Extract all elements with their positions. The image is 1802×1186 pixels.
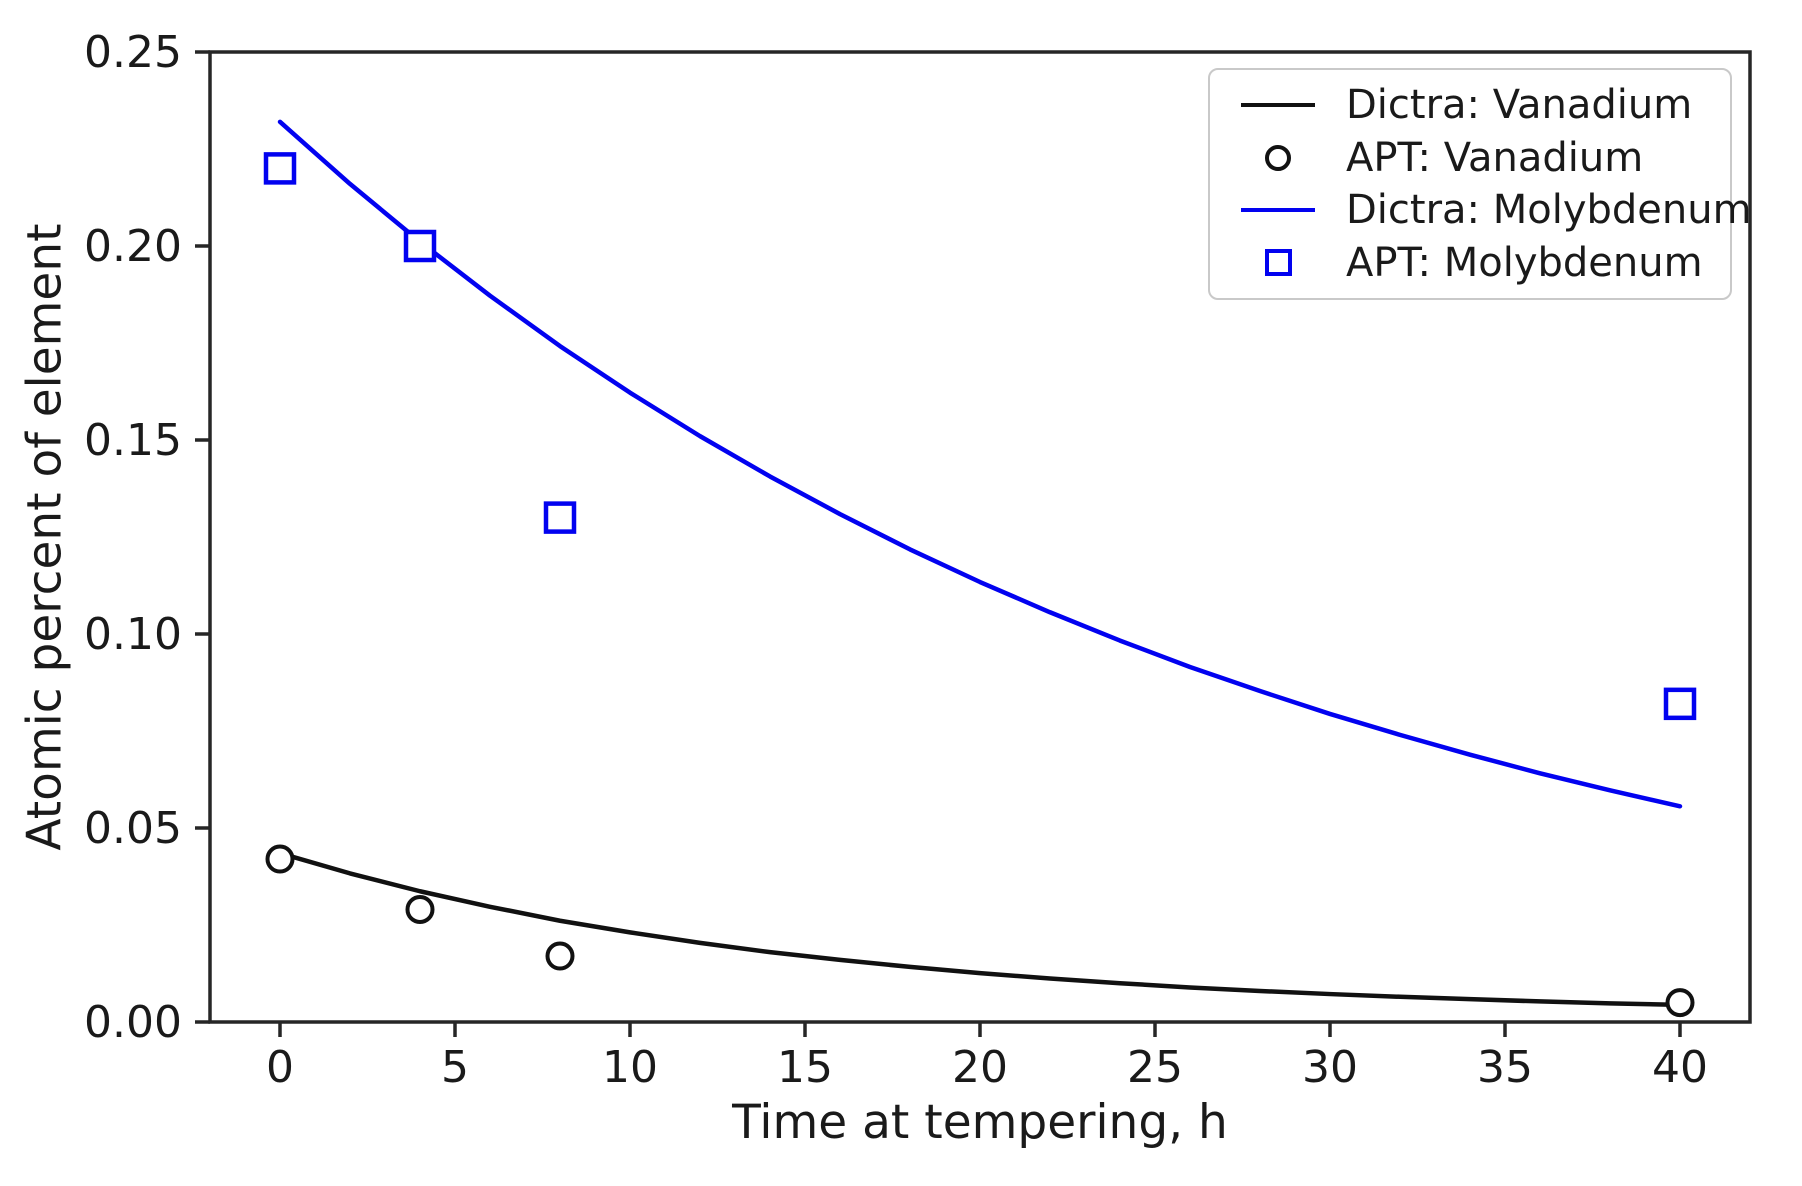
y-tick-label: 0.00 (84, 997, 182, 1048)
scatter-point-circle (265, 844, 295, 874)
x-tick-label: 0 (266, 1042, 294, 1093)
line-series (277, 850, 1683, 1008)
x-tick-label: 30 (1302, 1042, 1358, 1093)
x-tick-label: 20 (952, 1042, 1008, 1093)
scatter-point-square (543, 501, 577, 534)
square-marker-icon (1264, 249, 1292, 277)
x-tick-label: 5 (441, 1042, 469, 1093)
y-tick-label: 0.15 (84, 415, 182, 466)
x-tick-label: 15 (777, 1042, 833, 1093)
line-series (277, 119, 1683, 809)
y-tick-label: 0.10 (84, 609, 182, 660)
x-tick-label: 40 (1652, 1042, 1708, 1093)
scatter-point-square (1663, 687, 1697, 721)
x-tick-label: 10 (602, 1042, 658, 1093)
legend-label: Dictra: Vanadium (1346, 82, 1693, 129)
legend: Dictra: Vanadium APT: Vanadium Dictra: M… (1208, 68, 1752, 300)
legend-item-dictra-vanadium: Dictra: Vanadium (1234, 82, 1720, 128)
x-tick-label: 25 (1127, 1042, 1183, 1093)
scatter-point-circle (545, 941, 575, 971)
y-tick-label: 0.20 (84, 221, 182, 272)
scatter-point-square (403, 229, 437, 263)
legend-item-dictra-molybdenum: Dictra: Molybdenum (1234, 187, 1752, 233)
scatter-point-square (263, 152, 297, 185)
legend-label: Dictra: Molybdenum (1346, 187, 1752, 234)
scatter-point-circle (405, 894, 435, 924)
legend-label: APT: Vanadium (1346, 134, 1644, 181)
legend-handle-box (1234, 249, 1322, 277)
x-axis-label: Time at tempering, h (732, 1095, 1228, 1150)
legend-item-apt-molybdenum: APT: Molybdenum (1234, 240, 1720, 286)
y-axis-label: Atomic percent of element (17, 223, 73, 851)
legend-label: APT: Molybdenum (1346, 239, 1703, 286)
legend-item-apt-vanadium: APT: Vanadium (1234, 135, 1720, 181)
y-tick-label: 0.05 (84, 803, 182, 854)
line-sample-icon (1241, 208, 1315, 213)
y-tick-label: 0.25 (84, 27, 182, 78)
line-sample-icon (1241, 103, 1315, 108)
x-tick-label: 35 (1477, 1042, 1533, 1093)
scatter-point-circle (1665, 988, 1695, 1018)
legend-handle-box (1234, 144, 1322, 171)
legend-handle-box (1234, 208, 1322, 213)
legend-handle-box (1234, 103, 1322, 108)
circle-marker-icon (1265, 144, 1291, 171)
